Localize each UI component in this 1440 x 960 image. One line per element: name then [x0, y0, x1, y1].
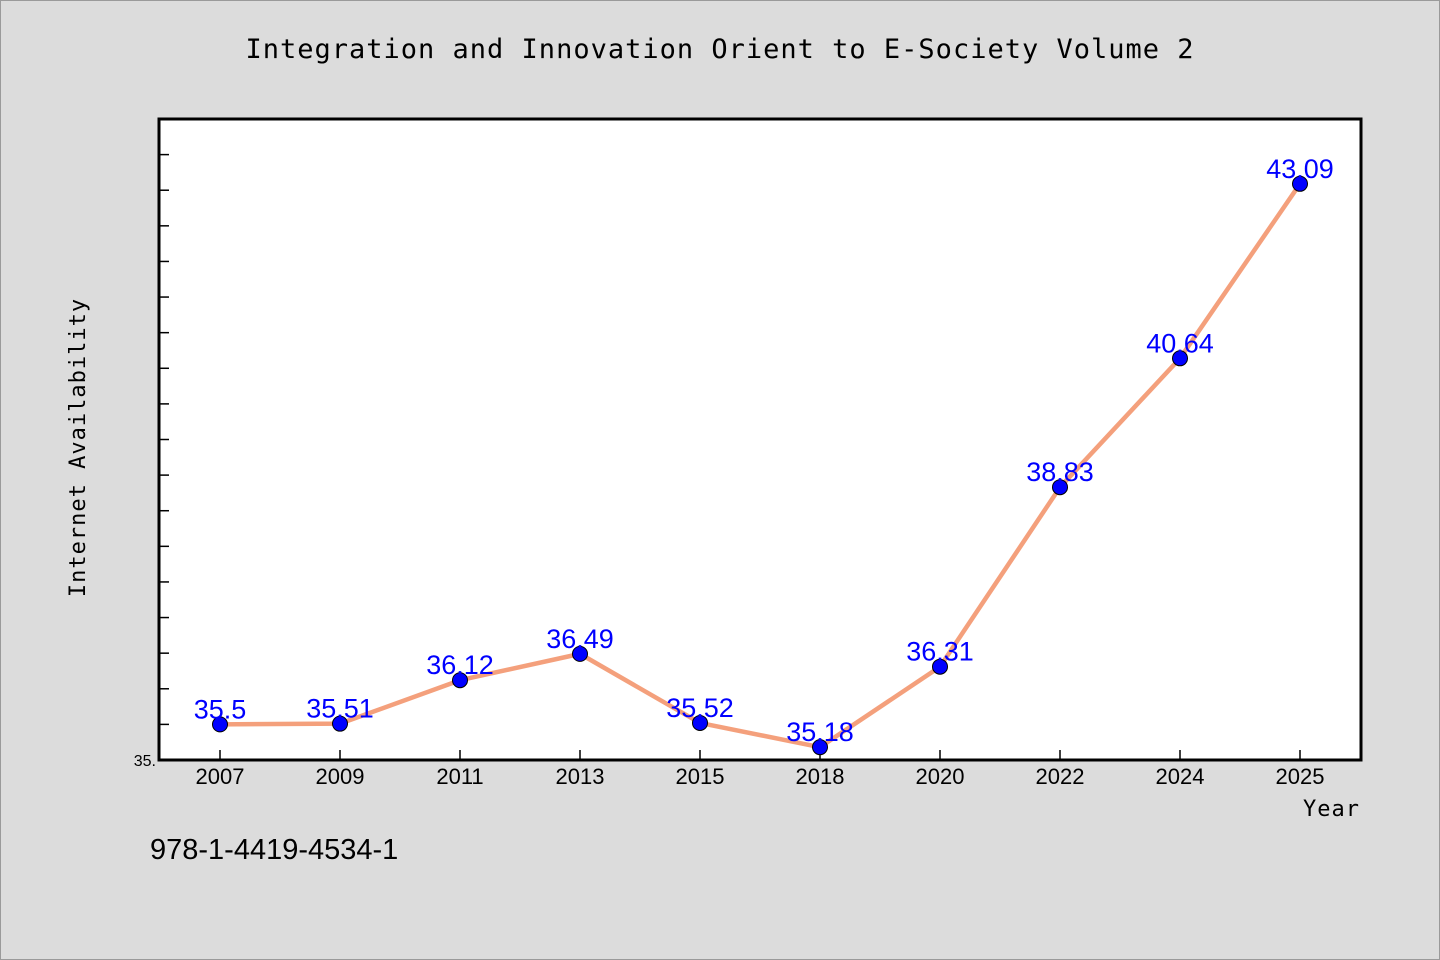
data-point	[1052, 479, 1068, 496]
x-tick-label: 2009	[316, 764, 365, 789]
data-point	[812, 739, 828, 756]
data-label: 35.51	[306, 694, 374, 724]
data-point	[932, 658, 948, 675]
data-label: 35.52	[666, 693, 734, 723]
data-label: 36.49	[546, 624, 614, 654]
chart-title: Integration and Innovation Orient to E-S…	[245, 34, 1195, 65]
data-point	[332, 715, 348, 732]
data-label: 43.09	[1266, 154, 1334, 184]
data-label: 36.12	[426, 650, 494, 680]
x-tick-label: 2022	[1036, 764, 1085, 789]
isbn-caption: 978-1-4419-4534-1	[150, 834, 399, 866]
x-axis-ticks: 2007 2009 2011 2013 2015 2018 2020 2022 2024 2025	[196, 750, 1325, 789]
x-tick-label: 2018	[796, 764, 845, 789]
y-axis-ticks	[159, 153, 169, 726]
x-tick-label: 2007	[196, 764, 245, 789]
data-label-group: 35.5 35.51 36.12 36.49 35.52 35.18 36.31 38.83 4…	[194, 154, 1334, 747]
data-label: 36.31	[906, 637, 974, 667]
data-point	[692, 714, 708, 731]
x-tick-label: 2025	[1276, 764, 1325, 789]
x-tick-label: 2015	[676, 764, 725, 789]
data-point	[212, 716, 228, 733]
y-axis-min-tick-label: 35.	[134, 753, 156, 770]
data-point	[1292, 175, 1308, 192]
series-line	[217, 181, 1303, 750]
data-point	[572, 645, 588, 662]
plot-area	[157, 117, 1363, 762]
marker-group	[212, 175, 1308, 756]
data-label: 38.83	[1026, 457, 1094, 487]
data-label: 35.18	[786, 717, 854, 747]
data-label: 35.5	[194, 694, 247, 724]
data-label: 40.64	[1146, 328, 1214, 358]
x-axis-label: Year	[1303, 797, 1360, 822]
x-tick-label: 2013	[556, 764, 605, 789]
y-axis-label: Internet Availability	[66, 298, 91, 597]
x-tick-label: 2024	[1156, 764, 1205, 789]
x-tick-label: 2011	[436, 764, 483, 789]
series-line-group	[217, 181, 1303, 750]
data-point	[452, 672, 468, 689]
data-point	[1172, 350, 1188, 367]
x-tick-label: 2020	[916, 764, 965, 789]
